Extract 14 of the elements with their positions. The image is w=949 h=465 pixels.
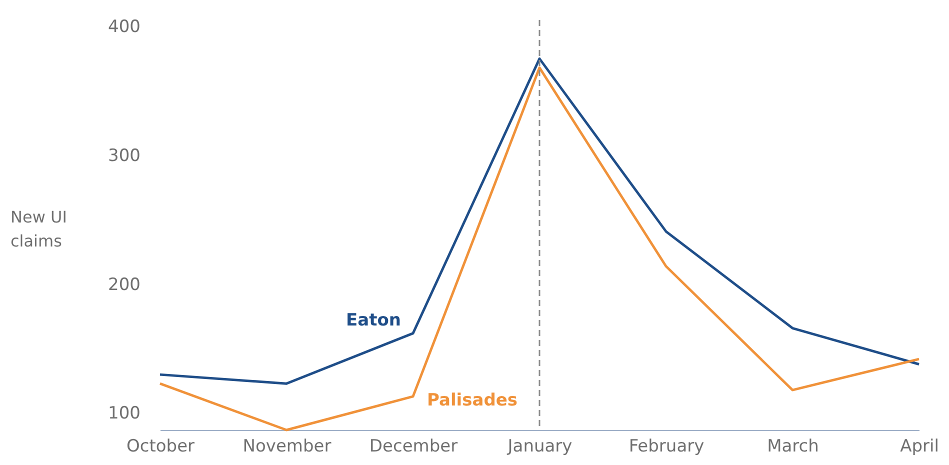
x-tick-label: February (628, 436, 704, 456)
x-tick-label: April (900, 436, 939, 456)
y-tick-label: 200 (108, 274, 140, 295)
x-tick-label: January (506, 436, 572, 456)
y-axis-title: New UI claims (10, 208, 67, 250)
x-tick-label: March (767, 436, 819, 456)
y-tick-label: 300 (108, 146, 140, 166)
x-tick-label: October (126, 436, 195, 456)
series-label: Eaton (346, 310, 401, 330)
x-tick-label: November (242, 436, 332, 456)
y-tick-label: 100 (108, 404, 140, 424)
x-tick-label: December (369, 436, 458, 456)
series-label: Palisades (427, 390, 518, 410)
y-tick-label: 400 (108, 16, 140, 37)
